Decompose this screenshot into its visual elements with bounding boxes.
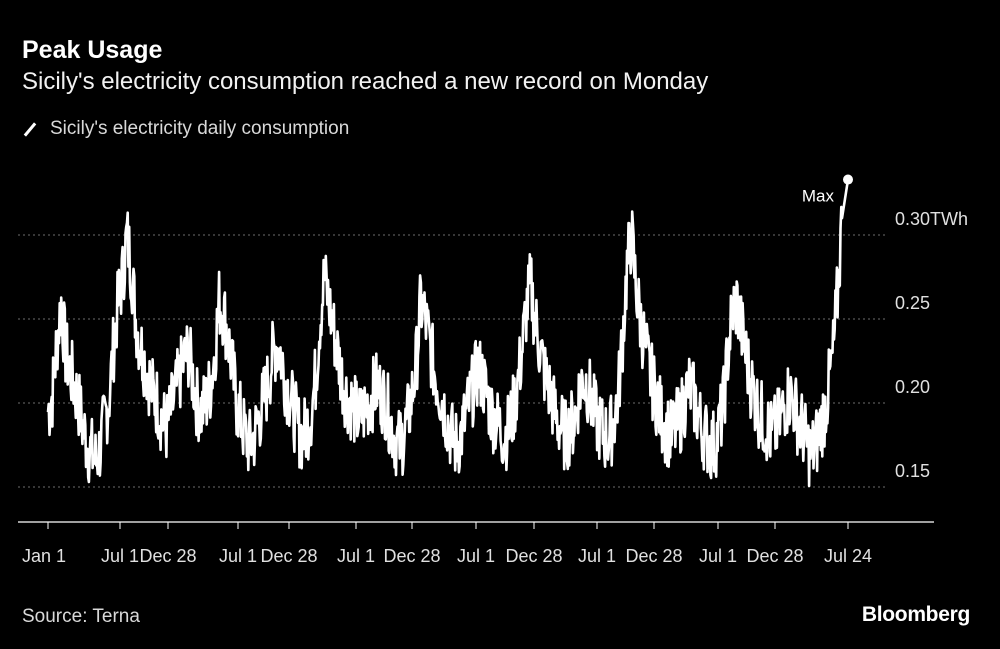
x-tick-label: Dec 28 [383,546,440,566]
x-tick-label: Dec 28 [260,546,317,566]
x-tick-label: Jul 1 [578,546,616,566]
x-tick-label: Jul 1 [219,546,257,566]
x-tick-label: Jul 1 [337,546,375,566]
x-tick-label: Jul 1 [457,546,495,566]
x-tick-label: Dec 28 [505,546,562,566]
series-line-electricity-consumption [46,179,850,488]
chart-title: Peak Usage [22,36,163,64]
gridlines [18,234,886,488]
x-tick-label: Dec 28 [746,546,803,566]
line-chart: 0.150.200.250.30TWh Jan 1 Jul 1 Dec 28 Jul … [18,174,968,566]
max-annotation-label: Max [802,187,835,206]
bloomberg-logo: Bloomberg [861,603,970,626]
x-tick-label: Jan 1 [22,546,66,566]
y-tick-label: 0.20 [895,377,930,397]
y-tick-label: 0.30TWh [895,209,968,229]
chart-subtitle: Sicily's electricity consumption reached… [22,68,709,95]
legend-line-swatch-icon [23,121,37,137]
y-axis-labels: 0.15 0.20 0.25 0.30TWh [895,209,968,481]
x-axis-labels: Jan 1 Jul 1 Dec 28 Jul 1 Dec 28 Jul 1 Dec 28 Ju… [22,546,872,566]
x-tick-label: Jul 24 [824,546,872,566]
chart-legend: Sicily's electricity daily consumption [22,118,349,140]
source-note: Source: Terna [22,606,140,627]
x-tick-label: Dec 28 [139,546,196,566]
x-tick-label: Jul 1 [699,546,737,566]
legend-entry-label: Sicily's electricity daily consumption [50,118,350,139]
x-tick-label: Jul 1 [101,546,139,566]
max-point-marker [843,174,853,185]
x-tick-label: Dec 28 [625,546,682,566]
y-tick-label: 0.25 [895,293,930,313]
x-axis-ticks [47,522,849,529]
y-tick-label: 0.15 [895,461,930,481]
